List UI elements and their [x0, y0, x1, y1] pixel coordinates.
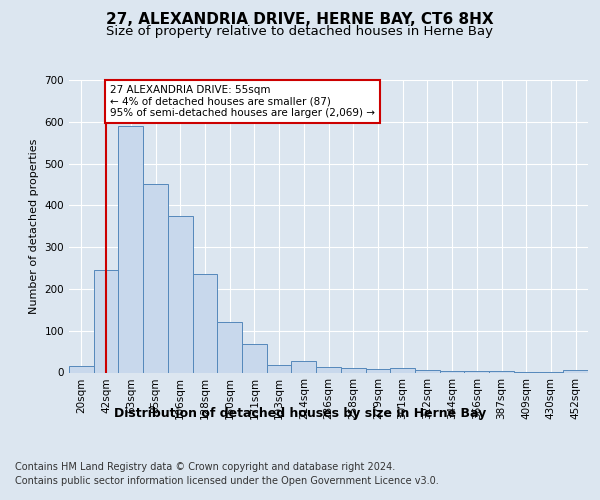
Bar — [267, 365, 292, 372]
Text: 27 ALEXANDRIA DRIVE: 55sqm
← 4% of detached houses are smaller (87)
95% of semi-: 27 ALEXANDRIA DRIVE: 55sqm ← 4% of detac… — [110, 85, 375, 118]
Bar — [563, 370, 588, 372]
Bar — [390, 368, 415, 372]
Bar — [168, 216, 193, 372]
Bar — [94, 270, 118, 372]
Bar — [415, 370, 440, 372]
Bar — [193, 274, 217, 372]
Bar — [292, 361, 316, 372]
Text: Distribution of detached houses by size in Herne Bay: Distribution of detached houses by size … — [114, 408, 486, 420]
Bar — [489, 371, 514, 372]
Bar — [341, 368, 365, 372]
Bar — [143, 184, 168, 372]
Text: Contains public sector information licensed under the Open Government Licence v3: Contains public sector information licen… — [15, 476, 439, 486]
Bar — [464, 371, 489, 372]
Y-axis label: Number of detached properties: Number of detached properties — [29, 138, 39, 314]
Bar — [440, 371, 464, 372]
Bar — [217, 322, 242, 372]
Text: Contains HM Land Registry data © Crown copyright and database right 2024.: Contains HM Land Registry data © Crown c… — [15, 462, 395, 472]
Bar — [316, 368, 341, 372]
Bar — [242, 344, 267, 372]
Text: 27, ALEXANDRIA DRIVE, HERNE BAY, CT6 8HX: 27, ALEXANDRIA DRIVE, HERNE BAY, CT6 8HX — [106, 12, 494, 28]
Text: Size of property relative to detached houses in Herne Bay: Size of property relative to detached ho… — [107, 25, 493, 38]
Bar — [118, 126, 143, 372]
Bar — [69, 366, 94, 372]
Bar — [365, 369, 390, 372]
